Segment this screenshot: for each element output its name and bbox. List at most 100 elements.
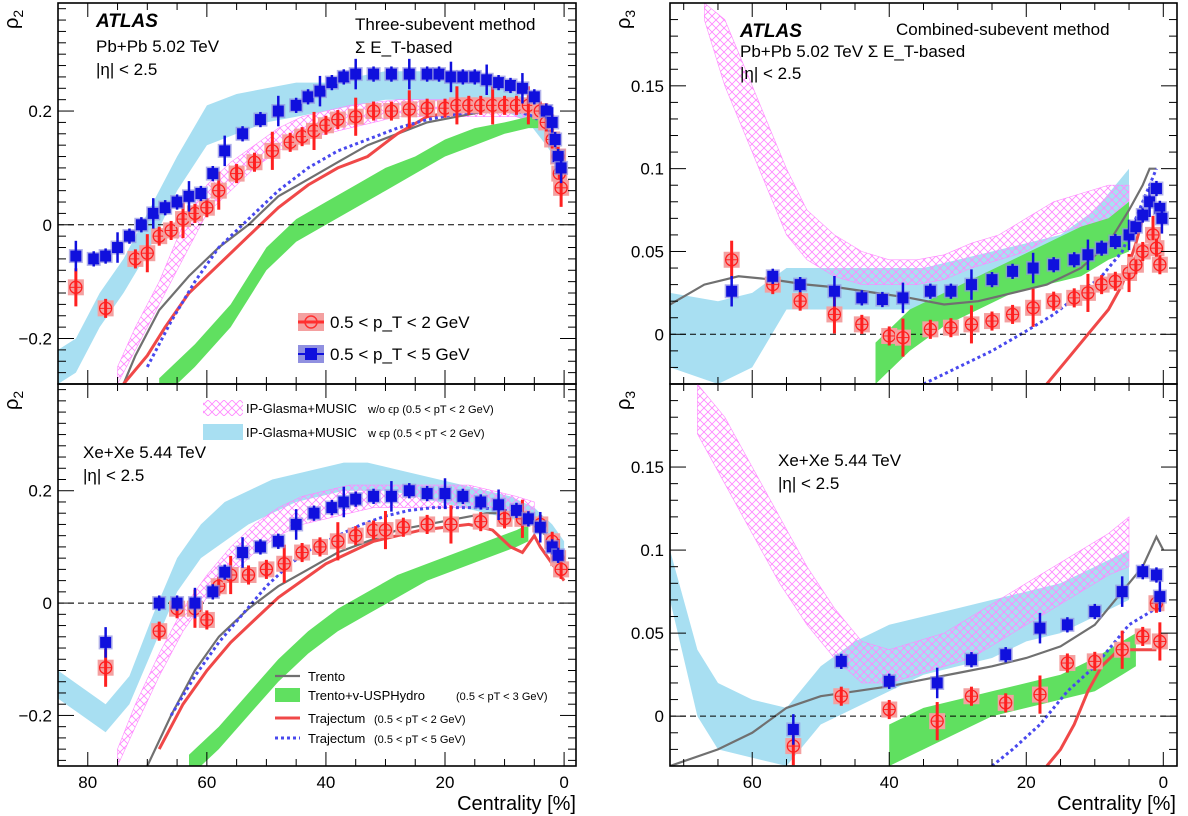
point-pt2 xyxy=(347,526,364,546)
y-tick-label: 0.1 xyxy=(640,160,664,179)
eta-label-right: |η| < 2.5 xyxy=(740,64,801,83)
point-pt5 xyxy=(854,290,869,306)
usphydro-band xyxy=(875,201,1129,384)
point-pt5 xyxy=(443,61,458,93)
system-label-right: Pb+Pb 5.02 TeV Σ E_T-based xyxy=(740,42,965,61)
point-pt5 xyxy=(455,69,470,85)
point-pt2 xyxy=(1151,255,1168,275)
point-pt5 xyxy=(205,584,220,600)
ipglasma-wo-band xyxy=(697,384,1130,684)
point-pt5 xyxy=(793,276,808,293)
system-label-left: Pb+Pb 5.02 TeV xyxy=(96,37,220,56)
legend-traj5-label: Trajectum xyxy=(308,731,365,746)
point-pt5 xyxy=(253,539,268,555)
legend-ipg-wo-suffix: w/o ϵp (0.5 < pT < 2 GeV) xyxy=(367,404,494,416)
point-pt5 xyxy=(307,505,322,521)
point-pt5 xyxy=(964,652,979,668)
point-pt5 xyxy=(235,126,250,142)
point-pt5 xyxy=(527,89,542,105)
trajectum-pt2-curve xyxy=(157,522,566,750)
legend-ipg-w-label: IP-Glasma+MUSIC xyxy=(246,425,357,440)
point-pt5 xyxy=(170,595,185,611)
point-pt2 xyxy=(198,198,215,218)
x-tick-label: 40 xyxy=(316,773,335,792)
point-pt5 xyxy=(235,537,250,568)
legend-label-pt5: 0.5 < p_T < 5 GeV xyxy=(330,345,470,364)
point-pt5 xyxy=(875,291,890,308)
point-pt5 xyxy=(1060,617,1075,633)
legend-entry-pt5: 0.5 < p_T < 5 GeV xyxy=(298,345,470,364)
point-pt5 xyxy=(786,714,801,745)
x-tick-label: 20 xyxy=(436,773,455,792)
x-tick-label: 40 xyxy=(880,773,899,792)
y-axis-title: ρ3 xyxy=(613,10,638,29)
y-tick-label: −0.2 xyxy=(18,330,52,349)
point-pt2 xyxy=(377,510,394,550)
point-pt2 xyxy=(151,621,168,641)
point-pt2 xyxy=(401,90,418,129)
point-pt5 xyxy=(943,283,958,299)
point-pt2 xyxy=(419,98,436,118)
y-tick-label: 0.1 xyxy=(640,541,664,560)
point-pt5 xyxy=(181,181,196,212)
x-tick-label: 0 xyxy=(559,773,568,792)
point-pt5 xyxy=(455,488,470,504)
point-pt2 xyxy=(1004,304,1021,324)
legend-trento-label: Trento xyxy=(308,669,345,684)
point-pt5 xyxy=(348,58,363,90)
point-pt2 xyxy=(198,610,215,630)
plot-area xyxy=(670,384,1177,766)
x-tick-label: 60 xyxy=(197,773,216,792)
point-pt2 xyxy=(1066,288,1083,308)
method-label-left: Three-subevent method xyxy=(355,15,536,34)
x-tick-label: 80 xyxy=(78,773,97,792)
y-tick-label: 0 xyxy=(655,707,664,726)
panel-bottom-left: 80 60 40 20 0 −0.2 0 0.2 ρ2 xyxy=(1,383,577,792)
point-pt5 xyxy=(193,185,208,202)
y-axis-title: ρ2 xyxy=(1,391,26,410)
point-pt5 xyxy=(724,275,739,307)
point-pt2 xyxy=(984,311,1001,331)
eta-label-xe-left: |η| < 2.5 xyxy=(83,466,144,485)
point-pt2 xyxy=(264,131,281,170)
point-pt2 xyxy=(365,101,382,121)
point-pt2 xyxy=(1134,241,1151,262)
y-tick-label: 0.15 xyxy=(631,458,664,477)
legend-data: 0.5 < p_T < 2 GeV 0.5 < p_T < 5 GeV xyxy=(298,313,470,364)
point-pt5 xyxy=(312,75,327,107)
point-pt5 xyxy=(509,502,524,519)
legend-traj5-suffix: (0.5 < pT < 5 GeV) xyxy=(374,734,466,746)
panel-bottom-right: 60 40 20 0 0 0.05 0.1 0.15 ρ3 xyxy=(613,383,1178,792)
point-pt2 xyxy=(240,565,257,585)
legend-models: IP-Glasma+MUSIC w/o ϵp (0.5 < pT < 2 GeV… xyxy=(203,400,548,746)
point-pt5 xyxy=(146,198,161,229)
point-pt5 xyxy=(217,135,232,167)
point-pt5 xyxy=(479,64,494,96)
point-pt5 xyxy=(930,667,945,699)
point-pt2 xyxy=(881,699,898,720)
point-pt5 xyxy=(432,66,447,82)
point-pt5 xyxy=(1154,203,1169,234)
point-pt5 xyxy=(324,499,339,516)
legend-usp-suffix: (0.5 < pT < 3 GeV) xyxy=(456,691,548,703)
point-pt2 xyxy=(97,298,114,318)
point-pt5 xyxy=(438,478,453,509)
point-pt5 xyxy=(336,486,351,518)
point-pt5 xyxy=(122,228,137,244)
point-pt5 xyxy=(134,217,149,233)
point-pt2 xyxy=(1059,653,1076,673)
point-pt5 xyxy=(152,595,167,611)
point-pt5 xyxy=(503,77,518,94)
plot-area xyxy=(58,58,576,384)
point-pt5 xyxy=(923,283,938,299)
y-tick-label: 0 xyxy=(43,594,52,613)
point-pt2 xyxy=(963,686,980,706)
point-pt5 xyxy=(271,533,286,549)
point-pt2 xyxy=(472,512,489,532)
point-pt2 xyxy=(442,505,459,544)
point-pt5 xyxy=(253,111,268,128)
legend-usp-label: Trento+v-USPHydro xyxy=(308,688,425,703)
y-tick-label: 0.05 xyxy=(631,624,664,643)
legend-entry-pt2: 0.5 < p_T < 2 GeV xyxy=(298,313,470,332)
